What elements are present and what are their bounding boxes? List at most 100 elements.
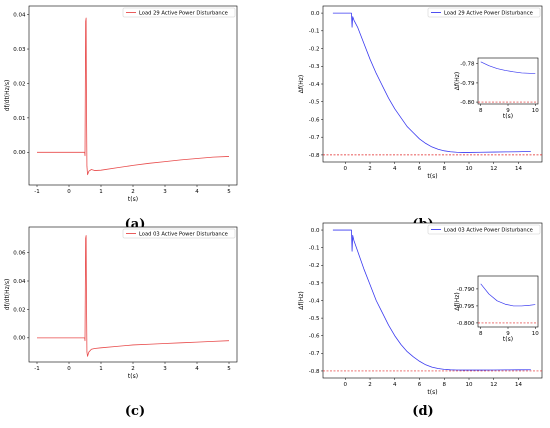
panel-b-inset-ytick-label: -0.78 (460, 62, 475, 68)
panel-b-inset-xtick-label: 9 (506, 108, 510, 114)
panel-d-inset-group: 8 9 10 -0.790 -0.795 -0.800 t(s) Δf(Hz) (454, 275, 539, 343)
panel-b-ytick-label: 0.0 (311, 11, 320, 17)
panel-a-frame (28, 5, 238, 186)
panel-b-plot-area (323, 12, 542, 156)
panel-c-xtick-label: 0 (67, 366, 71, 372)
panel-c-frame (28, 226, 238, 363)
panel-d-xlabel: t(s) (427, 389, 437, 396)
panel-b-legend-text: Load 29 Active Power Disturbance (444, 10, 533, 16)
panel-b-xlabel: t(s) (427, 173, 437, 180)
panel-b-xtick-label: 14 (515, 166, 522, 172)
panel-d-series-line (332, 229, 531, 371)
panel-d-xtick-label: 6 (418, 382, 422, 388)
panel-d-ytick-label: -0.3 (309, 281, 320, 287)
panel-b-inset-series-line (480, 61, 536, 74)
panel-a-xtick-label: 1 (99, 189, 103, 195)
panel-c-ytick-label: 0.04 (13, 279, 26, 285)
panel-c-xtick-label: 2 (131, 366, 135, 372)
panel-d-inset-frame (477, 275, 539, 328)
panel-d-ytick-label: -0.6 (309, 334, 320, 340)
panel-b-ytick-label: -0.5 (309, 100, 320, 106)
panel-b-xtick-label: 12 (490, 166, 497, 172)
panel-a-xtick-label: 4 (195, 189, 199, 195)
panel-d-inset-ytick-label: -0.795 (457, 304, 475, 310)
panel-b-xtick-label: 0 (344, 166, 348, 172)
panel-c-xtick-label: 3 (163, 366, 167, 372)
panel-b-ytick-label: -0.8 (309, 153, 320, 159)
panel-d-inset-xtick-label: 10 (532, 331, 539, 337)
panel-a-xtick-label: 5 (227, 189, 231, 195)
panel-a-ytick-label: 0.03 (13, 47, 26, 53)
panel-b-ytick-label: -0.1 (309, 29, 320, 35)
panel-a-xtick-label: 0 (67, 189, 71, 195)
panel-c-xtick-label: 5 (227, 366, 231, 372)
panel-c-xtick-label: 1 (99, 366, 103, 372)
panel-b-inset-ylabel: Δf(Hz) (454, 72, 461, 91)
panel-b-ytick-label: -0.7 (309, 135, 320, 141)
panel-d-inset-xtick-label: 9 (506, 331, 510, 337)
panel-a-series-line (37, 17, 230, 176)
panel-a-ytick-label: 0.00 (13, 150, 26, 156)
panel-a-plot-area (37, 17, 230, 176)
panel-d-legend-box (427, 224, 541, 235)
panel-c-xtick-label: -1 (34, 366, 39, 372)
panel-b-xtick-label: 4 (393, 166, 397, 172)
panel-b-inset-ytick-label: -0.79 (460, 81, 475, 87)
panel-a-xtick-label: 2 (131, 189, 135, 195)
panel-d-ytick-label: -0.5 (309, 316, 320, 322)
panel-d-inset-xtick-label: 8 (479, 331, 483, 337)
panel-c-xlabel: t(s) (128, 373, 138, 380)
panel-d-xtick-label: 14 (515, 382, 522, 388)
panel-b-inset-xlabel: t(s) (503, 113, 513, 120)
panel-c-legend-box (122, 228, 236, 239)
panel-d-ytick-label: -0.2 (309, 263, 320, 269)
panel-d-ytick-label: -0.4 (309, 298, 320, 304)
panel-c-ytick-label: 0.06 (13, 250, 26, 256)
panel-c-series-line (37, 235, 230, 357)
panel-d-ytick-label: -0.7 (309, 351, 320, 357)
panel-d-xtick-label: 2 (368, 382, 372, 388)
panel-a-legend-text: Load 29 Active Power Disturbance (139, 10, 228, 16)
panel-b-inset-frame (477, 57, 539, 105)
panel-b-inset-ytick-label: -0.80 (460, 100, 475, 106)
panel-d-inset-xlabel: t(s) (503, 336, 513, 343)
panel-a-group: -1 0 1 2 3 4 5 0.00 0.01 0.02 0.03 0.04 t(s) df/dt(Hz… (4, 5, 238, 203)
panel-d-inset-ytick-label: -0.800 (457, 321, 475, 327)
panel-d-legend-text: Load 03 Active Power Disturbance (444, 227, 533, 233)
panel-b-ytick-label: -0.2 (309, 46, 320, 52)
panel-a-ytick-label: 0.01 (13, 116, 25, 122)
panel-b-ytick-label: -0.3 (309, 64, 320, 70)
panel-b-xtick-label: 8 (443, 166, 447, 172)
panel-d-xtick-label: 12 (490, 382, 497, 388)
panel-d-plot-area (323, 229, 542, 372)
panel-c-label: (c) (125, 404, 145, 419)
panel-b-legend-box (427, 7, 541, 18)
panel-a-ylabel: df/dt(Hz/s) (4, 80, 11, 112)
panel-d-inset-ylabel: Δf(Hz) (454, 292, 461, 311)
panel-b-xtick-label: 6 (418, 166, 422, 172)
panel-d-label: (d) (412, 404, 433, 419)
panel-d-inset-ytick-label: -0.790 (457, 287, 475, 293)
panel-c-ylabel: df/dt(Hz/s) (4, 279, 11, 311)
panel-c-group: -1 0 1 2 3 4 5 0.00 0.02 0.04 0.06 t(s) df/dt(Hz/s) L… (4, 226, 238, 380)
panel-b-inset-group: 8 9 10 -0.78 -0.79 -0.80 t(s) Δf(Hz) (454, 57, 539, 120)
panel-b-inset-xtick-label: 8 (479, 108, 483, 114)
panel-c-plot-area (37, 235, 230, 357)
panel-d-xtick-label: 0 (344, 382, 348, 388)
panel-c-xtick-label: 4 (195, 366, 199, 372)
panel-c-legend-text: Load 03 Active Power Disturbance (139, 231, 228, 237)
panel-c-ytick-label: 0.02 (13, 307, 25, 313)
panel-a-xtick-label: 3 (163, 189, 167, 195)
panel-a-legend-box (122, 7, 236, 18)
panel-b-xtick-label: 2 (368, 166, 372, 172)
panel-b-inset-xtick-label: 10 (532, 108, 539, 114)
panel-b-ytick-label: -0.4 (309, 82, 320, 88)
panel-d-ytick-label: -0.1 (309, 246, 320, 252)
panel-a-xlabel: t(s) (128, 196, 138, 203)
panel-d-ytick-label: 0.0 (311, 228, 320, 234)
panel-d-inset-plot-area (478, 283, 538, 324)
panel-c-ytick-label: 0.00 (13, 336, 26, 342)
panel-d-inset-series-line (480, 283, 536, 307)
panel-d-ylabel: Δf(Hz) (298, 291, 305, 310)
